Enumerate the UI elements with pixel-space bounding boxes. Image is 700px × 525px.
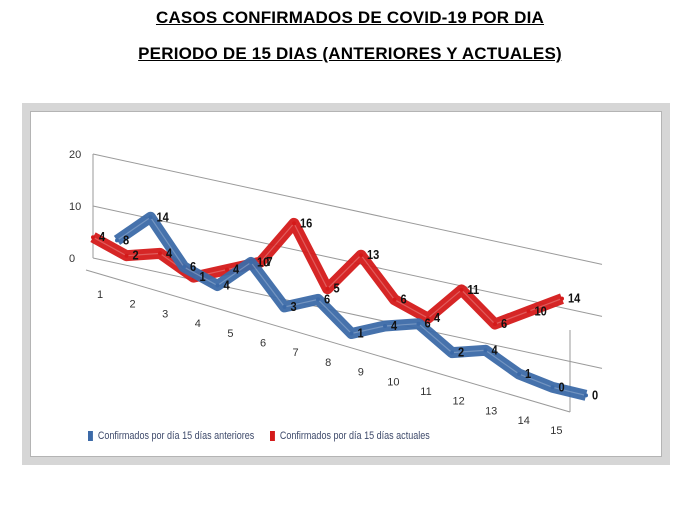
series-current-data-label: 5 <box>334 281 340 296</box>
series-current-data-label: 7 <box>266 254 272 269</box>
series-current-data-label: 10 <box>534 303 547 318</box>
series-previous-line <box>113 211 588 401</box>
series-current-data-label: 4 <box>233 262 239 277</box>
x-tick-label: 7 <box>293 347 299 359</box>
series-previous-data-label: 4 <box>223 278 229 293</box>
series-previous-data-label: 4 <box>491 342 497 357</box>
x-tick-label: 9 <box>358 367 364 379</box>
x-tick-label: 15 <box>550 425 562 437</box>
series-previous-point <box>383 324 387 328</box>
legend-item-previous: Confirmados por día 15 días anteriores <box>88 430 254 442</box>
series-previous-data-label: 6 <box>424 316 430 331</box>
series-current-data-label: 6 <box>401 292 407 307</box>
series-previous-point <box>316 297 320 302</box>
series-previous-point <box>450 350 454 355</box>
series-previous-point <box>182 265 186 269</box>
series-current-point <box>225 267 229 272</box>
series-current-point <box>359 253 363 258</box>
series-previous-point <box>148 215 153 220</box>
series-previous-data-label: 14 <box>156 209 169 224</box>
series-current-point <box>493 322 497 326</box>
series-current-data-label: 4 <box>434 310 440 325</box>
series-current-data-label: 13 <box>367 247 380 262</box>
series-current-data-label: 4 <box>99 229 105 244</box>
series-previous-data-label: 6 <box>324 292 330 307</box>
series-previous-point <box>550 385 555 390</box>
page-title: CASOS CONFIRMADOS DE COVID-19 POR DIA <box>155 8 545 27</box>
series-current-point <box>258 260 263 265</box>
y-tick-label: 10 <box>69 201 81 213</box>
series-current <box>90 217 564 330</box>
x-tick-label: 8 <box>325 357 331 369</box>
x-tick-label: 12 <box>452 396 464 408</box>
series-current-point <box>392 297 397 302</box>
legend-label-current: Confirmados por día 15 días actuales <box>279 430 430 442</box>
series-previous-data-label: 10 <box>257 255 270 270</box>
x-tick-label: 1 <box>97 289 103 301</box>
series-previous-data-label: 1 <box>358 326 364 341</box>
series-previous-data-label: 1 <box>525 366 531 381</box>
series-previous-point <box>584 393 588 398</box>
series-current-point <box>526 309 531 314</box>
chart-frame <box>22 103 670 465</box>
series-previous-point <box>416 321 421 326</box>
series-current-point <box>459 287 464 292</box>
x-tick-label: 13 <box>485 405 497 417</box>
series-current-point <box>124 253 129 258</box>
series-previous-data-label: 6 <box>190 259 196 274</box>
series-previous-point <box>215 283 220 288</box>
x-tick-label: 4 <box>195 318 201 330</box>
series-previous-point <box>249 260 253 265</box>
series-current-data-label: 6 <box>501 316 507 331</box>
series-previous-data-label: 8 <box>123 233 129 248</box>
series-previous-data-label: 4 <box>391 318 397 333</box>
x-tick-label: 5 <box>227 328 233 340</box>
x-tick-label: 10 <box>387 376 399 388</box>
y-tick-label: 20 <box>69 149 81 161</box>
gridline <box>92 257 603 369</box>
legend-item-current: Confirmados por día 15 días actuales <box>270 430 430 442</box>
series-current-data-label: 14 <box>568 291 581 306</box>
page-subtitle: PERIODO DE 15 DIAS (ANTERIORES Y ACTUALE… <box>138 44 562 63</box>
series-previous-data-label: 0 <box>592 388 598 403</box>
legend-swatch-current <box>270 431 275 441</box>
series-current-point <box>91 235 95 240</box>
gridline <box>92 153 603 265</box>
series-previous <box>113 211 588 401</box>
floor-edge <box>85 269 571 413</box>
series-previous-point <box>282 304 287 309</box>
series-current-point <box>560 296 564 301</box>
series-previous-point <box>483 348 488 353</box>
series-current-data-label: 4 <box>166 246 172 261</box>
series-previous-data-label: 2 <box>458 345 464 360</box>
legend-swatch-previous <box>88 431 93 441</box>
series-current-point <box>292 221 296 226</box>
series-previous-data-label: 3 <box>291 299 297 314</box>
series-previous-point <box>349 331 354 336</box>
x-tick-label: 14 <box>518 415 530 427</box>
legend-label-previous: Confirmados por día 15 días anteriores <box>97 430 255 442</box>
series-current-data-label: 2 <box>133 248 139 263</box>
x-tick-label: 6 <box>260 338 266 350</box>
series-current-data-label: 11 <box>468 282 480 297</box>
series-current-data-label: 16 <box>300 216 313 231</box>
x-tick-label: 11 <box>420 386 431 398</box>
x-tick-label: 2 <box>130 299 136 311</box>
series-current-point <box>158 251 162 256</box>
series-previous-point <box>517 372 521 376</box>
series-previous-point <box>115 238 119 243</box>
y-tick-label: 0 <box>69 253 75 265</box>
series-previous-data-label: 0 <box>559 379 565 394</box>
x-tick-label: 3 <box>162 308 168 320</box>
series-current-data-label: 1 <box>199 269 205 284</box>
series-current-point <box>325 286 330 291</box>
y-axis-ticks: 0 10 20 <box>69 149 81 265</box>
series-current-point <box>426 316 430 321</box>
